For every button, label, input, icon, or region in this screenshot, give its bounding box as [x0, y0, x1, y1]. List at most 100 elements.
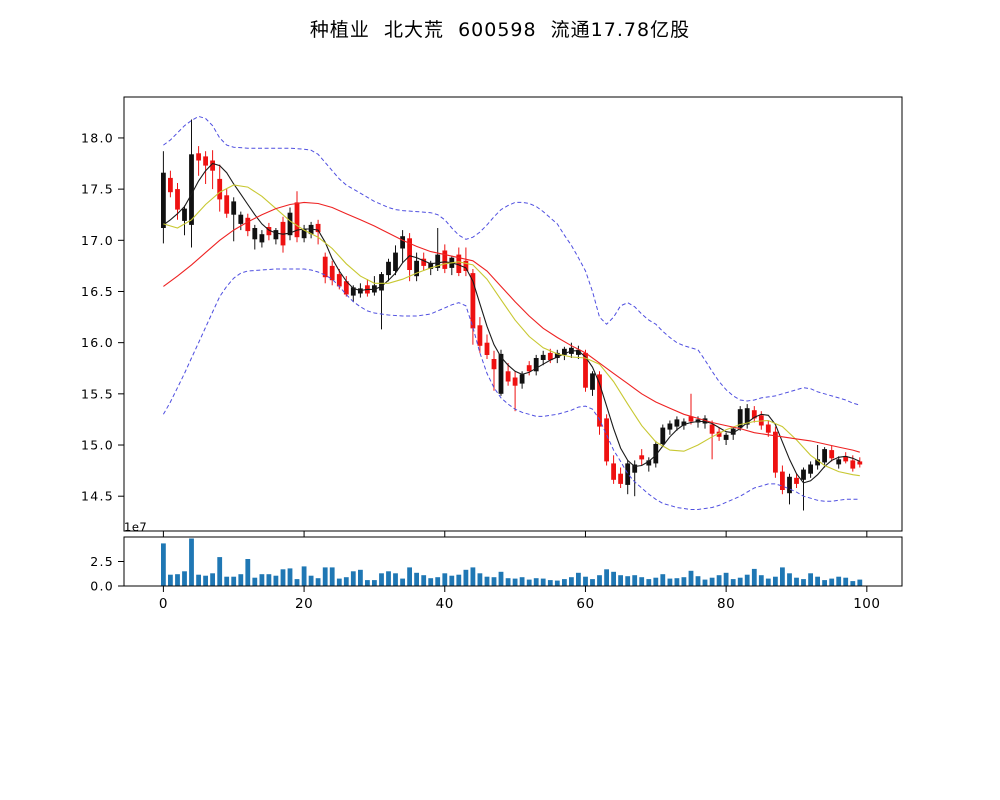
volume-bar — [702, 579, 708, 586]
y-tick-label: 17.0 — [81, 233, 114, 248]
volume-bar — [372, 580, 377, 586]
price-y-axis: 14.5 15.0 15.5 16.0 16.5 17.0 17.5 18.0 — [81, 130, 124, 504]
volume-bar — [491, 577, 497, 586]
x-tick-label: 60 — [576, 596, 594, 612]
volume-bar — [815, 576, 820, 586]
volume-bar — [695, 576, 701, 586]
x-tick-label: 40 — [436, 596, 454, 612]
candle-body-up — [259, 234, 265, 243]
volume-bar — [674, 578, 680, 586]
candle-body-down — [780, 471, 785, 490]
x-tick-label: 0 — [159, 596, 168, 612]
candle-body-up — [723, 434, 729, 440]
candle-body-up — [554, 352, 560, 358]
volume-bar — [547, 580, 553, 586]
candle-body-up — [808, 464, 813, 474]
volume-bar — [407, 567, 412, 586]
candle-body-up — [414, 260, 419, 277]
candle-body-up — [498, 353, 504, 394]
price-axes-border — [123, 96, 903, 532]
volume-bar — [604, 569, 609, 586]
volume-bar — [646, 579, 652, 586]
volume-bar — [498, 571, 504, 586]
volume-bar — [442, 573, 448, 586]
candle-body-up — [660, 427, 666, 444]
volume-bar — [273, 575, 279, 586]
candle-body-down — [484, 342, 490, 355]
ma-mid-line — [163, 184, 860, 477]
candle-body-up — [533, 358, 539, 372]
volume-bar — [822, 580, 827, 586]
volume-bar — [315, 578, 321, 586]
volume-bar — [343, 577, 349, 586]
volume-bar — [203, 575, 208, 586]
candle-body-up — [161, 172, 166, 228]
volume-y-tick-label: 2.5 — [90, 554, 114, 569]
volume-bars-layer — [161, 538, 863, 586]
volume-bar — [569, 577, 574, 586]
volume-bar — [751, 568, 757, 586]
volume-bar — [428, 578, 434, 586]
volume-bar — [414, 572, 419, 586]
volume-bar — [294, 579, 300, 586]
volume-bar — [632, 575, 638, 586]
volume-bar — [737, 577, 743, 586]
candle-body-up — [646, 460, 652, 466]
candle-body-up — [787, 476, 792, 494]
bollinger-upper-band — [163, 115, 860, 406]
candle-body-down — [688, 416, 694, 422]
candle-body-down — [758, 415, 764, 426]
volume-bar — [716, 575, 722, 586]
volume-bar — [189, 538, 194, 586]
volume-bar — [435, 577, 441, 586]
volume-bar — [667, 578, 673, 586]
volume-bar — [245, 559, 251, 586]
volume-bar — [583, 576, 588, 586]
volume-bar — [196, 574, 201, 586]
volume-bar — [787, 573, 792, 586]
candle-body-up — [428, 262, 434, 269]
x-axis: 0 20 40 60 80 100 — [159, 586, 880, 612]
volume-bar — [463, 569, 469, 586]
candle-body-up — [681, 421, 687, 426]
candle-body-down — [196, 153, 201, 161]
candle-body-down — [421, 258, 427, 266]
y-tick-label: 18.0 — [81, 130, 114, 145]
candle-body-up — [801, 469, 806, 480]
candle-body-down — [294, 202, 300, 238]
volume-bar — [533, 578, 539, 586]
y-tick-label: 14.5 — [81, 489, 114, 504]
candle-body-down — [618, 473, 623, 484]
candle-body-down — [843, 456, 849, 462]
candle-body-down — [245, 217, 251, 232]
candle-body-up — [590, 373, 595, 390]
volume-bar — [773, 576, 778, 586]
candle-body-down — [583, 352, 588, 388]
volume-bar — [590, 579, 595, 586]
volume-bar — [329, 567, 335, 586]
candle-body-up — [519, 374, 525, 384]
volume-bar — [597, 575, 602, 586]
volume-bar — [843, 577, 849, 586]
volume-bar — [836, 576, 842, 586]
volume-bar — [653, 577, 659, 586]
volume-bar — [379, 573, 384, 586]
volume-bar — [484, 576, 490, 586]
candle-body-down — [477, 325, 483, 346]
candle-body-up — [625, 463, 631, 485]
candle-body-up — [730, 428, 736, 435]
candle-body-down — [168, 177, 173, 193]
candle-body-up — [836, 459, 842, 465]
candle-body-down — [175, 189, 180, 210]
volume-bar — [808, 573, 813, 586]
candle-body-down — [526, 365, 532, 372]
candle-body-down — [597, 374, 602, 427]
candle-body-down — [407, 238, 412, 270]
volume-bar — [400, 578, 405, 586]
candle-body-up — [189, 154, 194, 225]
volume-bar — [625, 576, 631, 586]
volume-bar — [611, 571, 616, 586]
volume-bar — [421, 575, 427, 586]
volume-bar — [308, 575, 314, 586]
candle-body-up — [301, 229, 307, 239]
